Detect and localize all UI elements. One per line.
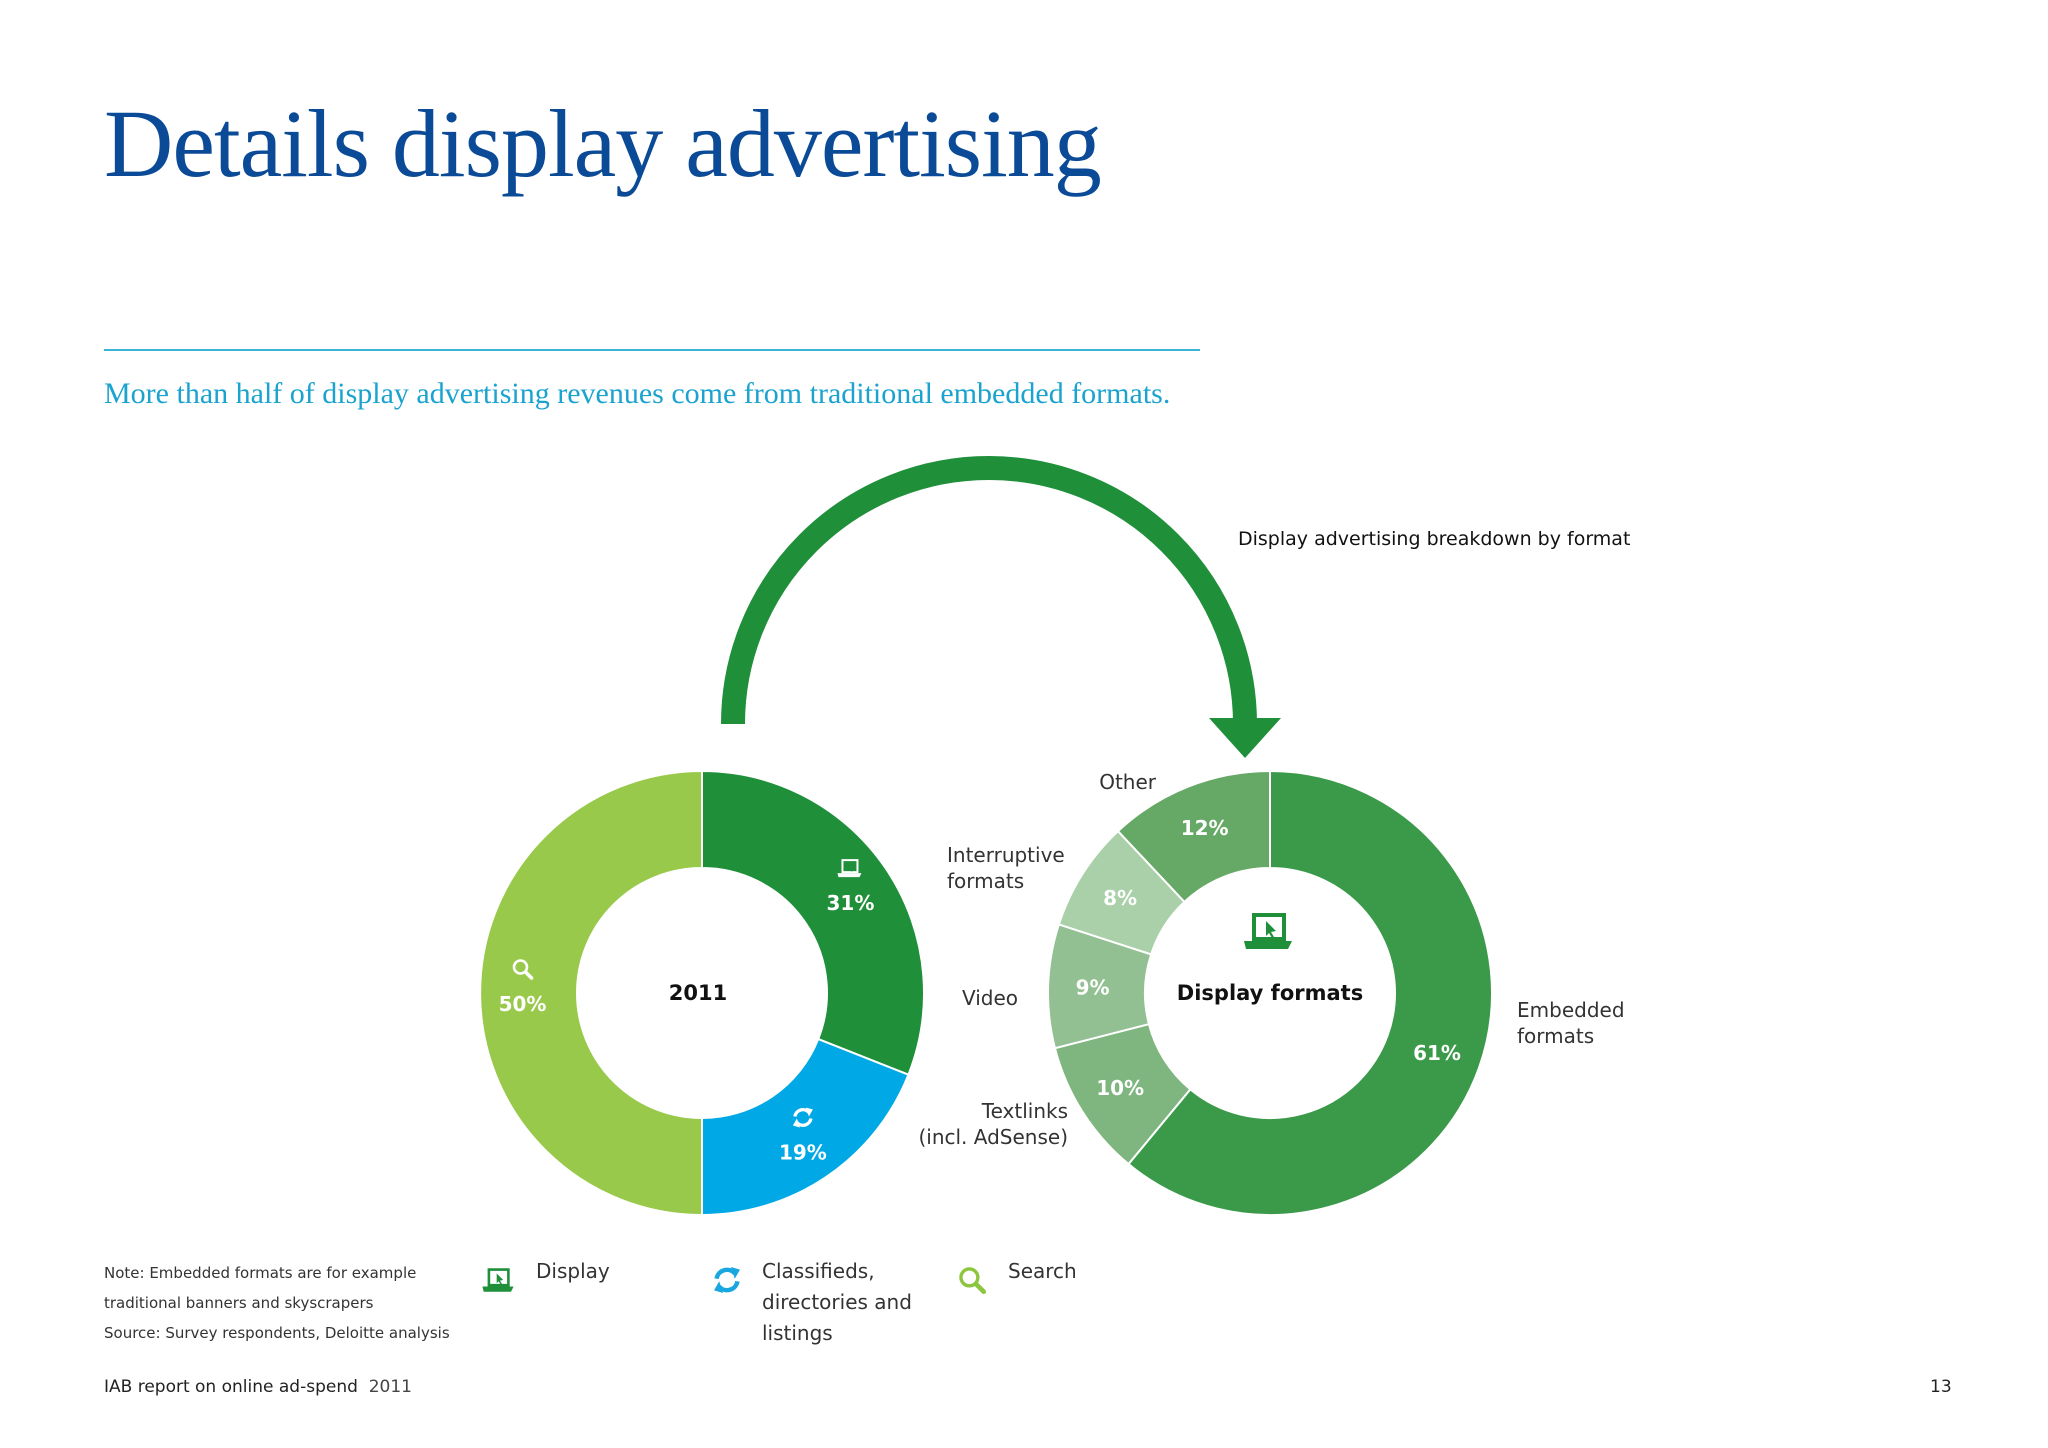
slice-value-label: 10%	[1096, 1076, 1144, 1100]
category-label-embedded-formats: Embedded formats	[1517, 998, 1625, 1048]
donut-2011: 31% 19% 50% 2011	[479, 769, 925, 1217]
legend-label: Search	[1008, 1259, 1077, 1283]
legend-display: Display	[536, 1256, 610, 1287]
note-line: Note: Embedded formats are for example	[104, 1264, 417, 1282]
category-label-other: Other	[1099, 770, 1157, 794]
classifieds-refresh-icon	[714, 1267, 740, 1293]
category-label-interruptive-formats: Interruptive formats	[947, 843, 1065, 893]
legend-label: directories and	[762, 1290, 912, 1314]
slice-value-label: 9%	[1076, 975, 1110, 999]
slice-value-label: 31%	[827, 891, 875, 915]
legend-icons	[482, 1267, 987, 1295]
slice-value-label: 12%	[1181, 816, 1229, 840]
category-label-video: Video	[962, 986, 1018, 1010]
search-magnifier-icon	[959, 1267, 987, 1295]
footer-report: IAB report on online ad-spend 2011	[104, 1377, 412, 1397]
donut-slice-search	[479, 769, 703, 1217]
footer-year: 2011	[368, 1377, 412, 1397]
search-magnifier-icon	[512, 959, 534, 980]
classifieds-refresh-icon	[792, 1107, 813, 1128]
footer-report-title: IAB report on online ad-spend	[104, 1377, 358, 1397]
donut-slice-display	[701, 769, 925, 1077]
slice-value-label: 50%	[499, 992, 547, 1016]
slice-value-label: 8%	[1103, 886, 1137, 910]
title-divider	[104, 349, 1200, 351]
page-number: 13	[1930, 1377, 1952, 1397]
category-label-textlinks-incl-adsense: Textlinks (incl. AdSense)	[918, 1099, 1068, 1149]
note-line: traditional banners and skyscrapers	[104, 1294, 374, 1312]
legend-label: Classifieds,	[762, 1259, 875, 1283]
source-note: Note: Embedded formats are for example t…	[104, 1258, 450, 1348]
slice-value-label: 19%	[779, 1140, 827, 1164]
display-laptop-icon	[837, 859, 862, 878]
slice-value-label: 61%	[1413, 1041, 1461, 1065]
legend-search: Search	[1008, 1256, 1077, 1287]
transition-arrow	[721, 456, 1257, 725]
page-subtitle: More than half of display advertising re…	[104, 377, 1171, 410]
donut-slice-embedded-formats	[1127, 769, 1493, 1216]
donut-center-label: Display formats	[1177, 981, 1363, 1005]
legend-label: Display	[536, 1259, 610, 1283]
donut-center-label: 2011	[669, 981, 727, 1005]
donut-slice-classifieds-directories-and-listings	[701, 1037, 910, 1217]
page-title: Details display advertising	[104, 90, 1102, 197]
source-line: Source: Survey respondents, Deloitte ana…	[104, 1324, 450, 1342]
display-laptop-icon	[482, 1268, 514, 1292]
donut-display-formats: 61% Embedded formats 10% Textlinks (incl. AdS…	[918, 769, 1625, 1216]
breakdown-label: Display advertising breakdown by format	[1238, 528, 1630, 550]
donut-slice-other	[1116, 769, 1271, 904]
legend-label: listings	[762, 1321, 833, 1345]
display-laptop-icon	[1244, 913, 1292, 949]
transition-arrow-head	[1209, 718, 1281, 758]
legend-classifieds: Classifieds, directories and listings	[762, 1256, 912, 1349]
